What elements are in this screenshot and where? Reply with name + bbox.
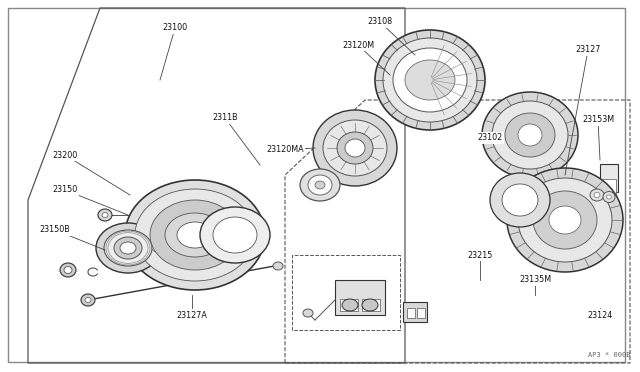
Text: 23200: 23200 xyxy=(52,151,77,160)
Ellipse shape xyxy=(383,38,477,122)
Ellipse shape xyxy=(507,168,623,272)
Ellipse shape xyxy=(590,189,604,201)
Ellipse shape xyxy=(114,237,142,259)
Ellipse shape xyxy=(594,192,600,198)
Ellipse shape xyxy=(313,110,397,186)
Text: 23127A: 23127A xyxy=(177,311,207,320)
Text: 23150B: 23150B xyxy=(40,225,70,234)
FancyBboxPatch shape xyxy=(407,308,415,318)
Ellipse shape xyxy=(323,120,387,176)
FancyBboxPatch shape xyxy=(417,308,425,318)
Text: 23108: 23108 xyxy=(367,17,392,26)
Ellipse shape xyxy=(273,262,283,270)
Text: 23153M: 23153M xyxy=(582,115,614,125)
Ellipse shape xyxy=(490,173,550,227)
Ellipse shape xyxy=(147,240,167,256)
Ellipse shape xyxy=(607,195,611,199)
Ellipse shape xyxy=(303,309,313,317)
Ellipse shape xyxy=(342,299,358,311)
Ellipse shape xyxy=(120,242,136,254)
Ellipse shape xyxy=(518,178,612,262)
Ellipse shape xyxy=(213,217,257,253)
Text: 23150: 23150 xyxy=(52,186,77,195)
Ellipse shape xyxy=(533,191,597,249)
Ellipse shape xyxy=(64,266,72,273)
Ellipse shape xyxy=(135,189,255,281)
Ellipse shape xyxy=(362,299,378,311)
Text: 23102: 23102 xyxy=(477,134,502,142)
FancyBboxPatch shape xyxy=(340,299,358,311)
Ellipse shape xyxy=(492,101,568,169)
Text: 23215: 23215 xyxy=(467,250,493,260)
Text: 2311B: 2311B xyxy=(212,113,238,122)
Ellipse shape xyxy=(505,113,555,157)
Text: 23124: 23124 xyxy=(588,311,612,320)
Ellipse shape xyxy=(502,184,538,216)
FancyBboxPatch shape xyxy=(362,299,380,311)
Ellipse shape xyxy=(125,180,265,290)
Ellipse shape xyxy=(375,30,485,130)
Ellipse shape xyxy=(81,294,95,306)
Text: AP3 * 000B: AP3 * 000B xyxy=(588,352,630,358)
Ellipse shape xyxy=(337,132,373,164)
Bar xyxy=(602,179,616,197)
Ellipse shape xyxy=(96,223,160,273)
Ellipse shape xyxy=(104,230,152,266)
Ellipse shape xyxy=(308,175,332,195)
Ellipse shape xyxy=(60,263,76,277)
Ellipse shape xyxy=(152,244,162,252)
FancyBboxPatch shape xyxy=(335,280,385,315)
Ellipse shape xyxy=(200,207,270,263)
Ellipse shape xyxy=(603,192,615,202)
Bar xyxy=(600,164,618,192)
FancyBboxPatch shape xyxy=(403,302,427,322)
Ellipse shape xyxy=(165,213,225,257)
Text: 23100: 23100 xyxy=(163,23,188,32)
Ellipse shape xyxy=(405,60,455,100)
Ellipse shape xyxy=(102,212,108,218)
Ellipse shape xyxy=(393,48,467,112)
Text: 23127: 23127 xyxy=(575,45,601,55)
Ellipse shape xyxy=(518,124,542,146)
Ellipse shape xyxy=(177,222,213,248)
Ellipse shape xyxy=(345,139,365,157)
Ellipse shape xyxy=(549,206,581,234)
Ellipse shape xyxy=(300,169,340,201)
Text: 23135M: 23135M xyxy=(519,276,551,285)
Ellipse shape xyxy=(315,181,325,189)
Text: 23120M: 23120M xyxy=(342,41,374,49)
Ellipse shape xyxy=(85,298,91,302)
Ellipse shape xyxy=(98,209,112,221)
Ellipse shape xyxy=(150,200,240,270)
Text: 23120MA: 23120MA xyxy=(266,145,304,154)
Ellipse shape xyxy=(482,92,578,178)
